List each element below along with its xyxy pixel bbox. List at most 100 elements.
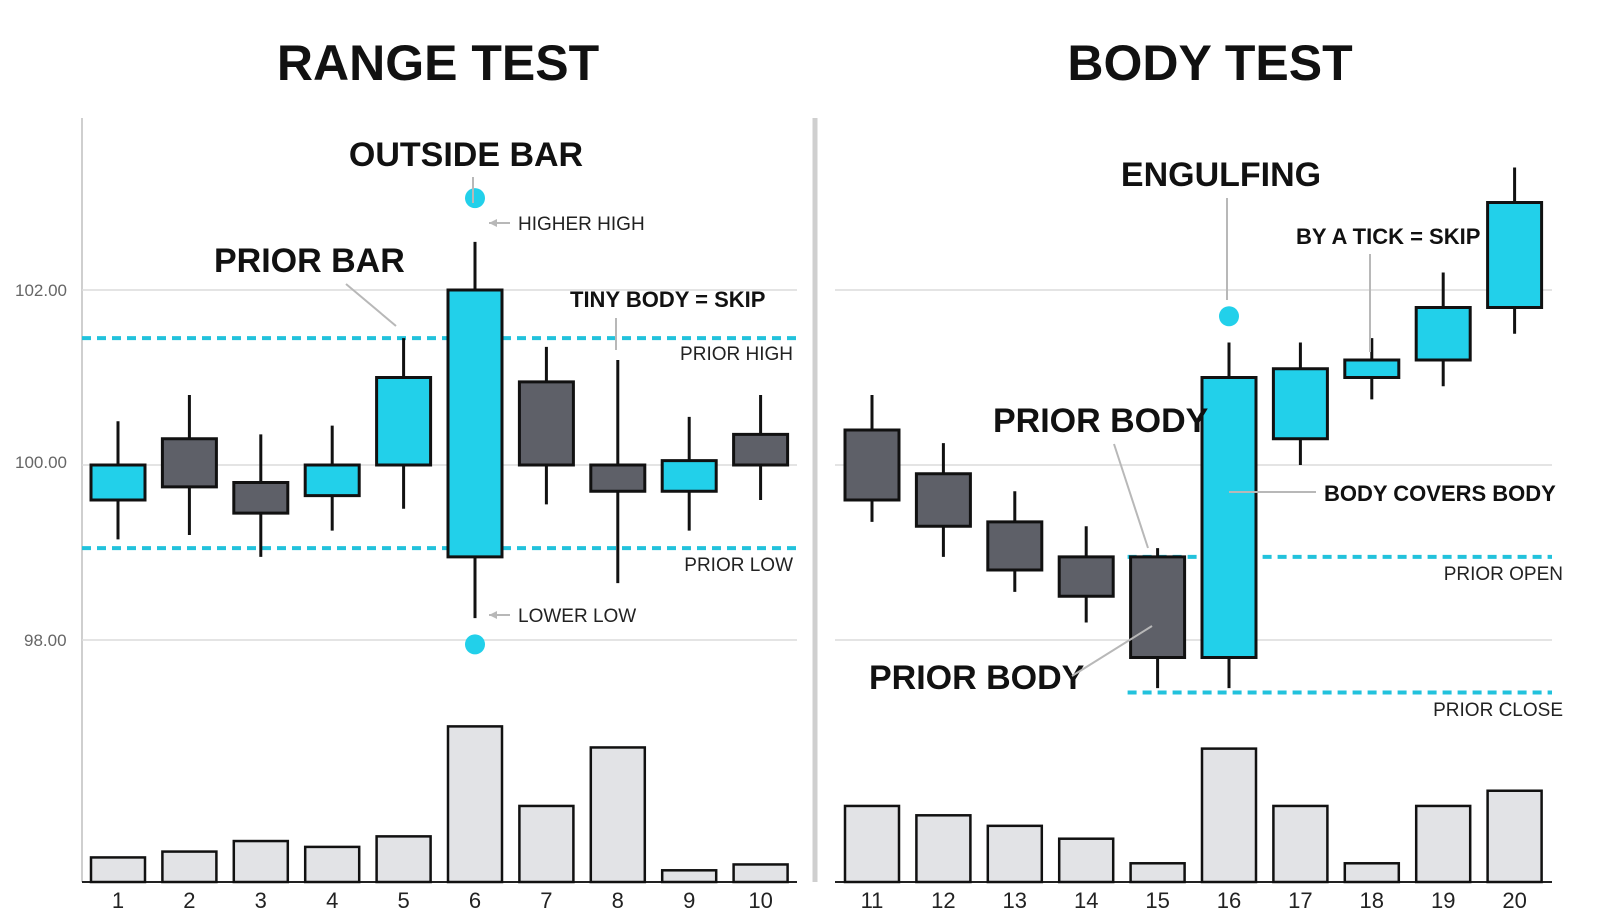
x-tick-label: 11 xyxy=(861,888,884,913)
candle xyxy=(375,338,433,509)
candle-body xyxy=(843,428,901,502)
candle-body xyxy=(89,463,147,502)
volume-bar xyxy=(303,845,361,884)
y-tick-label-98: 98.00 xyxy=(24,631,67,650)
x-tick-label: 7 xyxy=(540,888,552,913)
x-tick-label: 14 xyxy=(1074,888,1098,913)
x-tick-label: 6 xyxy=(469,888,481,913)
candle-body xyxy=(986,520,1044,572)
x-tick-label: 20 xyxy=(1502,888,1526,913)
candle xyxy=(517,346,575,505)
candle xyxy=(1486,167,1544,334)
x-tick-label: 17 xyxy=(1288,888,1312,913)
volume-bar xyxy=(1057,837,1115,884)
candle-body xyxy=(914,472,972,528)
candle xyxy=(303,425,361,531)
x-tick-label: 8 xyxy=(612,888,624,913)
x-tick-label: 18 xyxy=(1360,888,1384,913)
candle xyxy=(232,434,290,557)
volume-bar xyxy=(843,804,901,884)
candle-body xyxy=(1129,555,1187,659)
volume-bar xyxy=(1414,804,1472,884)
prior-low-label: PRIOR LOW xyxy=(684,555,793,576)
candle xyxy=(1200,342,1258,689)
prior-body-bottom-connector xyxy=(1071,625,1153,677)
candle xyxy=(1271,342,1329,465)
candle xyxy=(843,395,901,522)
x-tick-label: 3 xyxy=(255,888,267,913)
candle xyxy=(160,395,218,535)
candle xyxy=(1057,526,1115,623)
volume-bar xyxy=(89,856,147,884)
candle xyxy=(1129,548,1187,689)
lower-low-label: LOWER LOW xyxy=(518,606,636,627)
volume-bar xyxy=(732,863,789,884)
by-a-tick-label: BY A TICK = SKIP xyxy=(1296,224,1480,249)
candle-body xyxy=(1343,358,1401,379)
x-tick-label: 12 xyxy=(931,888,955,913)
candle-body xyxy=(1414,306,1472,362)
body-test-title: BODY TEST xyxy=(1067,35,1352,91)
volume-bar xyxy=(589,746,647,884)
higher-high-label: HIGHER HIGH xyxy=(518,214,645,235)
volume-bar xyxy=(986,824,1044,884)
x-tick-label: 2 xyxy=(183,888,195,913)
candle xyxy=(89,421,147,540)
volume-bar xyxy=(660,869,718,884)
candle xyxy=(660,416,718,531)
outside-bar-label: OUTSIDE BAR xyxy=(349,136,583,174)
candle-body xyxy=(1271,367,1329,441)
volume-bar xyxy=(375,835,432,884)
candle xyxy=(986,491,1044,592)
prior-close-label: PRIOR CLOSE xyxy=(1433,700,1563,721)
candle-body xyxy=(589,463,647,493)
volume-bar xyxy=(1486,789,1543,884)
x-tick-label: 16 xyxy=(1217,888,1241,913)
candle-body xyxy=(232,481,290,515)
candle-body xyxy=(517,380,575,467)
volume-bar xyxy=(1129,862,1186,884)
volume-bar xyxy=(518,804,575,884)
prior-bar-label: PRIOR BAR xyxy=(214,242,405,280)
volume-bar xyxy=(232,839,290,884)
candle xyxy=(446,241,504,619)
x-tick-label: 13 xyxy=(1003,888,1027,913)
candle xyxy=(732,395,790,500)
prior-open-label: PRIOR OPEN xyxy=(1444,564,1563,585)
x-tick-label: 10 xyxy=(748,888,772,913)
x-tick-label: 19 xyxy=(1431,888,1455,913)
volume-bar xyxy=(915,814,972,884)
x-tick-label: 5 xyxy=(397,888,409,913)
prior-high-label: PRIOR HIGH xyxy=(680,344,793,365)
range-test-title: RANGE TEST xyxy=(277,35,599,91)
volume-bar xyxy=(1343,862,1401,884)
prior-body-bottom-label: PRIOR BODY xyxy=(869,659,1085,697)
x-tick-label: 9 xyxy=(683,888,695,913)
candle xyxy=(1414,272,1472,387)
candle-body xyxy=(446,288,504,559)
body-covers-body-label: BODY COVERS BODY xyxy=(1324,481,1556,506)
lower-low-marker xyxy=(465,634,485,655)
volume-bar xyxy=(1200,747,1258,884)
x-tick-label: 15 xyxy=(1145,888,1169,913)
x-tick-label: 1 xyxy=(112,888,124,913)
connector-arrowhead xyxy=(489,611,497,619)
y-tick-label-102: 102.00 xyxy=(15,281,67,300)
prior-body-top-connector xyxy=(1113,443,1149,549)
candle-body xyxy=(660,459,718,493)
candle-body xyxy=(160,437,218,489)
volume-bar xyxy=(446,725,504,884)
prior-bar-connector xyxy=(345,283,397,327)
higher-high-marker xyxy=(465,188,485,209)
tiny-body-label: TINY BODY = SKIP xyxy=(570,287,765,312)
candle xyxy=(914,443,972,557)
engulfing-label: ENGULFING xyxy=(1121,156,1321,194)
candle-body xyxy=(1057,555,1115,598)
volume-bar xyxy=(161,850,218,884)
candle-body xyxy=(732,432,790,467)
candle xyxy=(1343,338,1401,400)
candle-body xyxy=(303,463,361,498)
y-tick-label-100: 100.00 xyxy=(15,453,67,472)
candle-body xyxy=(1486,201,1544,309)
